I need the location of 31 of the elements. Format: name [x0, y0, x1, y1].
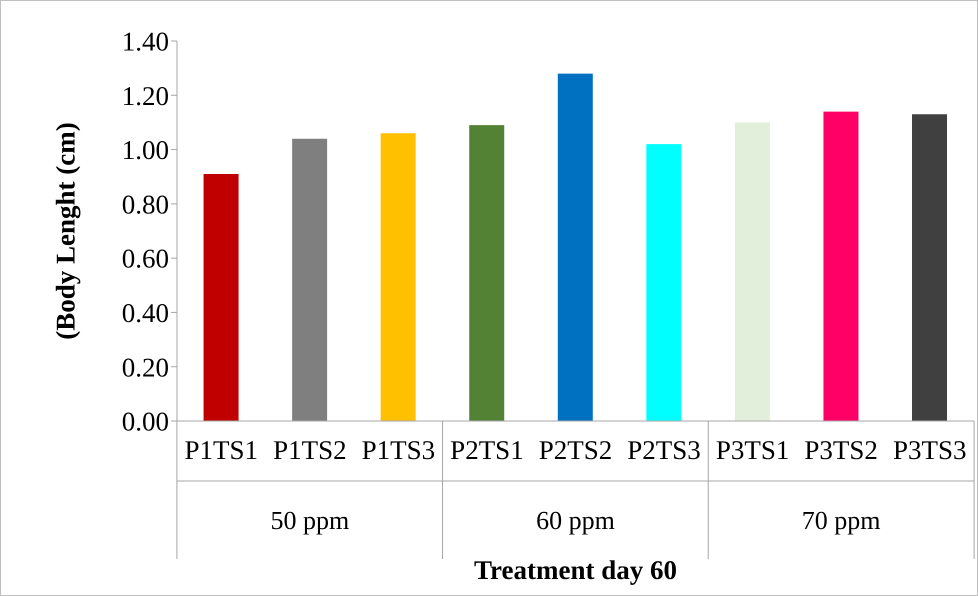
bar [734, 122, 770, 421]
bar [912, 114, 948, 421]
x-tick-label: P3TS2 [804, 435, 878, 465]
x-tick-label: P3TS1 [716, 435, 790, 465]
y-tick-label: 1.00 [122, 135, 169, 166]
bar [646, 144, 682, 421]
y-tick-label: 1.20 [122, 80, 169, 111]
bar [469, 125, 504, 421]
bar [292, 138, 328, 421]
text: 70 ppm [802, 506, 881, 535]
text: 60 ppm [536, 506, 615, 535]
x-tick-label: P1TS3 [362, 435, 436, 465]
bar [380, 133, 416, 421]
bar [204, 174, 239, 421]
y-tick-label: 0.20 [122, 352, 169, 382]
x-tick-label: P1TS2 [273, 435, 347, 465]
bar [558, 74, 593, 421]
text: 50 ppm [270, 506, 350, 535]
x-axis-title: Treatment day 60 [474, 555, 677, 585]
y-tick-label: 0.80 [122, 189, 169, 220]
y-tick-label: 0.60 [122, 244, 169, 274]
x-tick-label: P2TS2 [538, 435, 612, 465]
x-tick-label: P3TS3 [892, 435, 966, 465]
bar [823, 112, 858, 421]
y-tick-label: 0.00 [122, 406, 169, 437]
y-axis-title: (Body Lenght (cm) [50, 122, 81, 340]
x-tick-label: P2TS1 [450, 435, 524, 465]
x-tick-label: P1TS1 [184, 435, 258, 465]
y-tick-label: 1.40 [122, 26, 169, 57]
y-tick-label: 0.40 [122, 298, 169, 328]
x-tick-label: P2TS3 [627, 435, 701, 465]
